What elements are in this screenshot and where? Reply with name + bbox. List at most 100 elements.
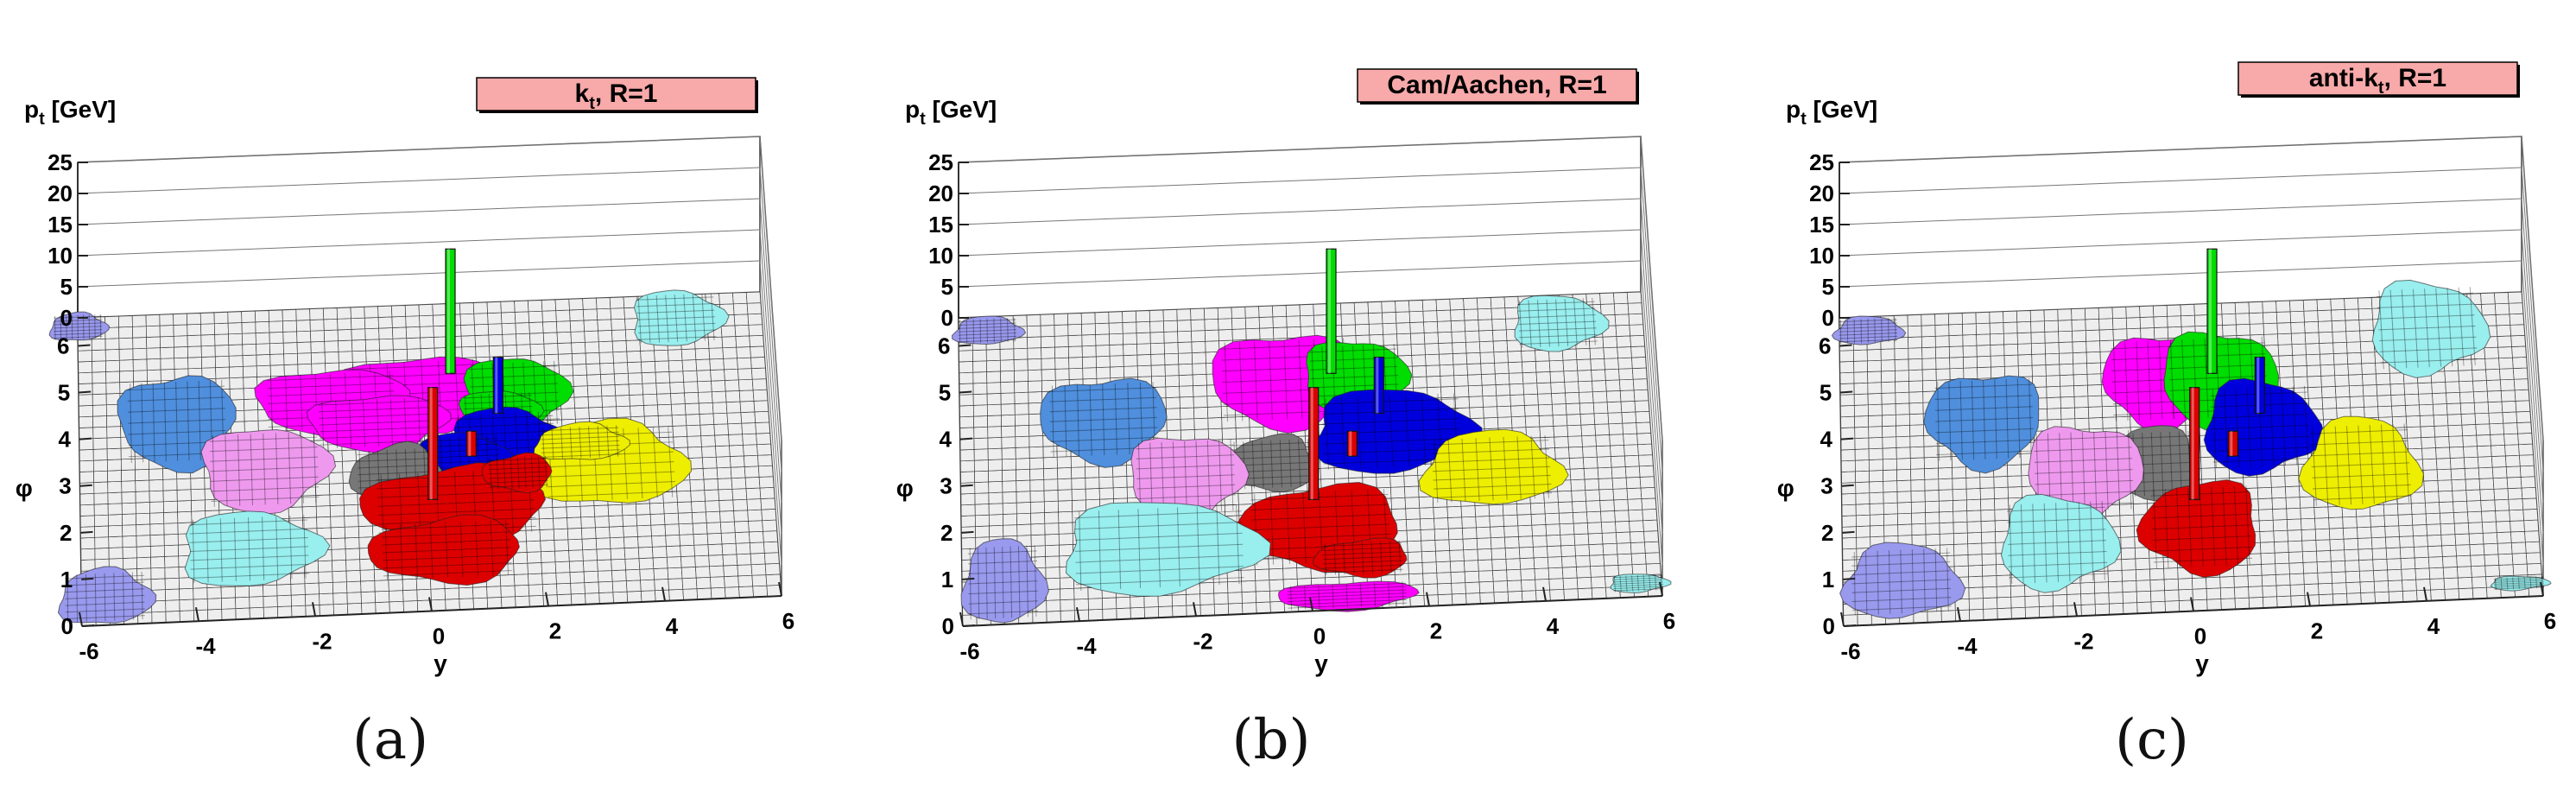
floor-cell [1451, 331, 1466, 344]
floor-cell [1176, 308, 1192, 321]
z-tick-label: 0 [941, 305, 953, 331]
floor-cell [1150, 353, 1166, 366]
floor-cell [444, 587, 460, 600]
floor-cell [2451, 478, 2467, 491]
floor-cell [351, 328, 366, 341]
floor-cell [1967, 542, 1983, 555]
jet-patch-gridline [127, 408, 225, 413]
floor-cell [2283, 464, 2300, 477]
floor-cell [2442, 555, 2458, 568]
floor-cell [255, 310, 269, 323]
floor-cell [2256, 486, 2273, 499]
y-tick-label: 4 [666, 613, 679, 639]
floor-cell [1482, 395, 1497, 408]
floor-cell [2163, 567, 2179, 580]
floor-cell [1244, 306, 1260, 319]
floor-cell [758, 476, 775, 489]
floor-cell [2458, 370, 2473, 383]
floor-cell [613, 362, 629, 375]
floor-cell [961, 536, 977, 550]
floor-cell [700, 434, 716, 447]
floor-cell [539, 517, 554, 530]
floor-cell [725, 401, 742, 414]
floor-cell [1897, 512, 1913, 525]
floor-cell [2344, 297, 2359, 310]
floor-cell [2471, 565, 2486, 578]
floor-cell [134, 458, 149, 471]
floor-cell [2234, 597, 2250, 610]
floor-cell [623, 536, 639, 548]
floor-cell [2524, 530, 2540, 543]
floor-cell [2412, 524, 2428, 537]
floor-cell [163, 533, 179, 547]
jet-patch-gridline [489, 475, 548, 479]
floor-cell [667, 567, 683, 580]
floor-cell [1408, 300, 1424, 313]
floor-cell [1840, 415, 1856, 428]
jet-patch-gridline [248, 517, 251, 581]
floor-cell [676, 490, 692, 503]
floor-cell [1642, 509, 1658, 522]
floor-cell [244, 420, 259, 433]
floor-cell [2248, 586, 2263, 599]
floor-cell [402, 578, 418, 591]
floor-cell [1968, 598, 1984, 611]
floor-cell [2472, 380, 2488, 393]
floor-cell [345, 569, 361, 583]
pt-tower-highlight [495, 357, 498, 414]
floor-cell [1588, 543, 1604, 556]
floor-cell [698, 402, 714, 415]
floor-cell [1435, 561, 1452, 573]
floor-cell [708, 347, 725, 360]
floor-cell [2318, 582, 2333, 595]
floor-cell [1990, 355, 2005, 368]
floor-cell [732, 292, 748, 305]
jet-patch-gridline [349, 400, 352, 448]
floor-cell [1953, 521, 1968, 534]
floor-cell [1994, 497, 2010, 510]
floor-cell [2427, 556, 2444, 569]
floor-cell [1869, 514, 1884, 527]
floor-cell [1176, 320, 1192, 333]
jet-patch-gridline [189, 528, 308, 535]
floor-cell [2302, 561, 2319, 574]
jet-patch-gridline [710, 293, 715, 341]
floor-cell [1015, 424, 1030, 438]
floor-cell [596, 297, 611, 310]
floor-cell [569, 309, 585, 321]
jet-patch-gridline [300, 374, 303, 431]
floor-cell [2360, 352, 2376, 364]
floor-cell [1637, 443, 1653, 456]
floor-cell [1589, 347, 1605, 360]
floor-cell [1910, 490, 1926, 503]
floor-cell [514, 300, 529, 313]
floor-cell [1122, 333, 1137, 345]
y-tick-label: 4 [1547, 613, 1560, 639]
floor-cell [1478, 340, 1495, 353]
floor-cell [1600, 521, 1617, 534]
floor-cell [1981, 531, 1997, 544]
floor-cell [78, 361, 93, 374]
floor-cell [1158, 605, 1174, 618]
floor-cell [501, 596, 516, 609]
floor-cell [1857, 613, 1872, 626]
floor-cell [1991, 365, 2006, 379]
floor-cell [329, 504, 345, 517]
floor-cell [2180, 314, 2196, 327]
floor-cell [1610, 444, 1625, 457]
floor-cell [160, 346, 175, 359]
floor-cell [1854, 415, 1870, 428]
floor-cell [2509, 509, 2525, 522]
floor-cell [193, 587, 208, 600]
jet-patch-gridline [335, 400, 339, 448]
floor-cell [566, 516, 582, 529]
floor-cell [1551, 392, 1566, 405]
jet-patch-gridline [541, 444, 620, 449]
floor-cell [734, 521, 750, 533]
z-gridline [958, 229, 1642, 257]
floor-cell [2511, 345, 2527, 358]
pt-tower-2 [427, 387, 439, 500]
jet-patch-gridline [54, 332, 103, 336]
jet-patch-gridline [65, 594, 145, 599]
floor-cell [135, 468, 150, 481]
